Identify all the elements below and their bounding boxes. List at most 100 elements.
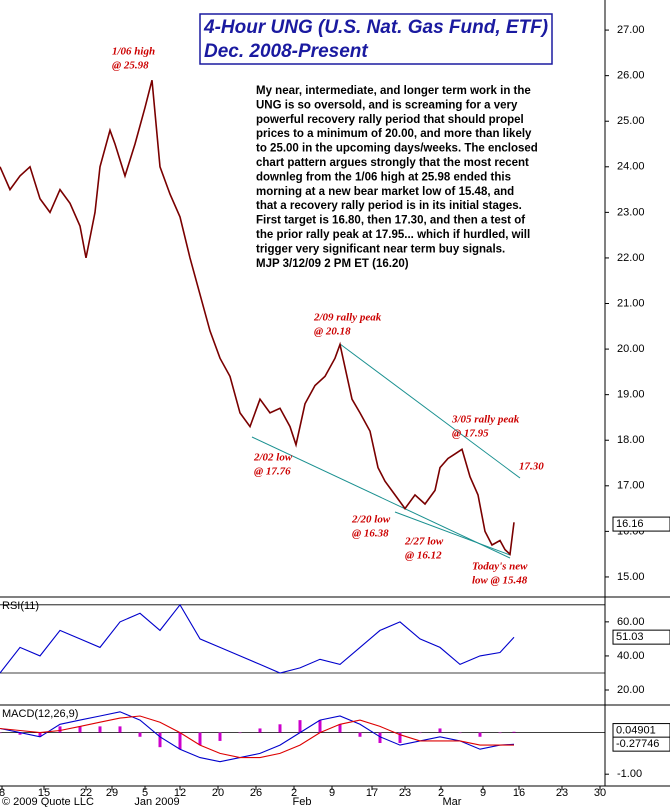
histogram-bar (218, 732, 222, 741)
panel-label: RSI(11) (2, 600, 39, 612)
last-value-label: 16.16 (616, 518, 644, 530)
y-tick-label: 60.00 (617, 616, 645, 628)
commentary-line: morning at a new bear market low of 15.4… (256, 186, 514, 198)
y-tick-label: 24.00 (617, 161, 645, 173)
y-tick-label: 26.00 (617, 70, 645, 82)
y-tick-label: 40.00 (617, 650, 645, 662)
histogram-bar (438, 728, 442, 733)
commentary-line: First target is 16.80, then 17.30, and t… (256, 215, 525, 227)
x-tick-label: 29 (106, 787, 118, 799)
x-tick-label: 20 (212, 787, 224, 799)
x-tick-label: 8 (0, 787, 5, 799)
y-tick-label: 17.00 (617, 480, 645, 492)
annotation: @ 17.76 (254, 466, 291, 478)
histogram-bar (378, 732, 382, 744)
last-value-label: 51.03 (616, 631, 644, 643)
x-tick-label: 2 (291, 787, 297, 799)
commentary-line: trigger very significant near term buy s… (256, 243, 505, 255)
histogram-bar (298, 720, 302, 733)
x-tick-label: 2 (438, 787, 444, 799)
last-value-tag (612, 629, 670, 645)
histogram-bar (38, 732, 42, 737)
histogram-bar (18, 732, 22, 735)
annotation: @ 16.12 (405, 550, 442, 562)
commentary-line: the prior rally peak at 17.95... which i… (256, 229, 530, 241)
histogram-bar (338, 724, 342, 733)
commentary-line: My near, intermediate, and longer term w… (256, 85, 531, 97)
commentary-line: to 25.00 in the upcoming days/weeks. The… (256, 143, 538, 155)
x-tick-label: 30 (594, 787, 606, 799)
month-label: Jan 2009 (134, 796, 179, 807)
x-tick-label: 9 (329, 787, 335, 799)
commentary-line: prices to a minimum of 20.00, and more t… (256, 128, 532, 140)
trend-line (339, 343, 521, 479)
histogram-bar (0, 732, 2, 734)
last-value-label: -0.27746 (616, 738, 659, 750)
annotation: @ 25.98 (112, 60, 149, 72)
histogram-bar (358, 732, 362, 737)
x-tick-label: 5 (142, 787, 148, 799)
last-value-label: 0.04901 (616, 724, 656, 736)
annotation: 3/05 rally peak (451, 414, 520, 426)
series-line (0, 711, 515, 763)
annotation: @ 17.95 (452, 428, 489, 440)
histogram-bar (258, 728, 262, 733)
histogram-bar (238, 732, 242, 734)
histogram-bar (98, 726, 102, 733)
annotation: @ 16.38 (352, 528, 389, 540)
histogram-bar (498, 732, 502, 734)
histogram-bar (318, 720, 322, 733)
x-tick-label: 26 (250, 787, 262, 799)
chart-title: 4-Hour UNG (U.S. Nat. Gas Fund, ETF) (203, 17, 548, 38)
annotation: 17.30 (519, 461, 544, 473)
trend-line (251, 436, 511, 559)
y-tick-label: 27.00 (617, 24, 645, 36)
commentary-line: that a recovery rally period is in its i… (256, 200, 522, 212)
commentary-line: powerful recovery rally period that shou… (256, 114, 524, 126)
histogram-bar (418, 732, 422, 734)
annotation: 2/20 low (351, 514, 391, 526)
histogram-bar (278, 724, 282, 733)
histogram-bar (78, 726, 82, 733)
x-tick-label: 23 (556, 787, 568, 799)
y-tick-label: 20.00 (617, 343, 645, 355)
x-tick-label: 12 (174, 787, 186, 799)
commentary-line: MJP 3/12/09 2 PM ET (16.20) (256, 258, 409, 270)
commentary-line: UNG is so oversold, and is screaming for… (256, 99, 518, 111)
y-tick-label: 22.00 (617, 252, 645, 264)
chart-subtitle: Dec. 2008-Present (204, 41, 368, 62)
y-tick-label: 20.00 (617, 684, 645, 696)
histogram-bar (478, 732, 482, 737)
y-tick-label: 19.00 (617, 389, 645, 401)
histogram-bar (178, 732, 182, 750)
x-tick-label: 17 (366, 787, 378, 799)
histogram-bar (398, 732, 402, 744)
y-tick-label: 21.00 (617, 297, 645, 309)
histogram-bar (512, 731, 516, 733)
month-label: Mar (443, 796, 462, 807)
y-tick-label: 18.00 (617, 434, 645, 446)
x-tick-label: 22 (80, 787, 92, 799)
annotation: low @ 15.48 (472, 575, 528, 587)
histogram-bar (58, 726, 62, 733)
x-tick-label: 15 (38, 787, 50, 799)
copyright: © 2009 Quote LLC (2, 796, 94, 807)
trend-line (394, 511, 511, 556)
title-box (199, 13, 553, 65)
histogram-bar (158, 732, 162, 748)
annotation: 2/02 low (253, 452, 293, 464)
y-tick-label: 23.00 (617, 206, 645, 218)
histogram-bar (138, 732, 142, 737)
x-tick-label: 16 (513, 787, 525, 799)
x-tick-label: 9 (480, 787, 486, 799)
commentary-line: downleg from the 1/06 high at 25.98 ende… (256, 171, 511, 183)
y-tick-label: 25.00 (617, 115, 645, 127)
annotation: 2/09 rally peak (313, 312, 382, 324)
annotation: @ 20.18 (314, 326, 351, 338)
annotation: 1/06 high (112, 46, 155, 58)
annotation: 2/27 low (404, 536, 444, 548)
panel-label: MACD(12,26,9) (2, 708, 78, 720)
last-value-tag (612, 736, 670, 752)
month-label: Feb (293, 796, 312, 807)
